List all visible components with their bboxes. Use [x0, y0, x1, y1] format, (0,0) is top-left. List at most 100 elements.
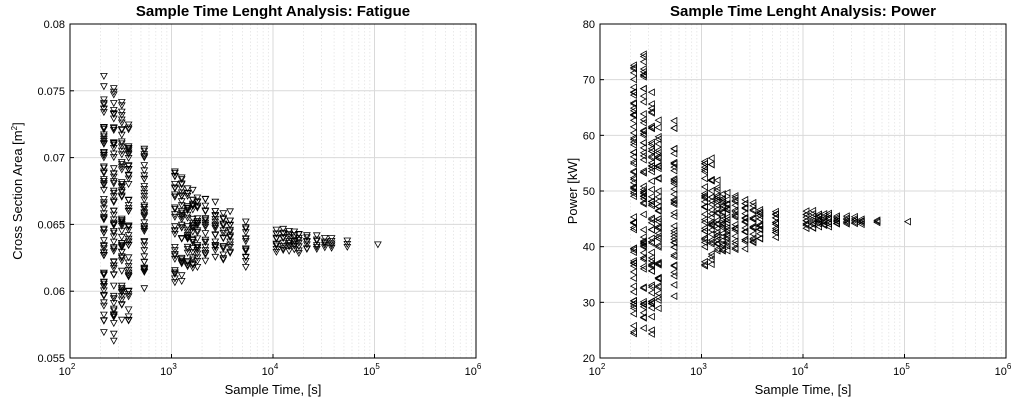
fatigue-data-point [211, 208, 220, 216]
power-data-point [639, 138, 647, 147]
power-data-point [718, 194, 726, 203]
power-data-point [647, 239, 655, 247]
fatigue-data-point [109, 216, 118, 224]
fatigue-data-point [171, 168, 179, 176]
fatigue-data-point [100, 101, 108, 109]
power-data-point [647, 248, 655, 257]
fatigue-data-point [100, 245, 108, 253]
fatigue-data-point [109, 197, 118, 205]
fatigue-data-point [124, 254, 133, 262]
power-data-point [639, 118, 647, 127]
fatigue-data-point [279, 230, 288, 238]
fatigue-data-point [100, 302, 108, 310]
fatigue-data-point [117, 102, 126, 110]
fatigue-x-tick-base: 10 [363, 366, 375, 378]
fatigue-data-point [140, 228, 149, 236]
fatigue-data-point [109, 219, 118, 227]
power-data-point [713, 205, 721, 214]
fatigue-data-point [100, 215, 108, 223]
power-data-point [670, 149, 678, 158]
power-data-point [707, 197, 715, 205]
power-x-tick-base: 10 [690, 366, 702, 378]
power-data-point [629, 282, 637, 290]
power-x-axis-label: Sample Time, [s] [755, 382, 852, 397]
fatigue-data-point [140, 162, 149, 170]
fatigue-data-point [193, 254, 202, 262]
fatigue-data-point [177, 189, 186, 197]
power-data-point [654, 164, 662, 173]
fatigue-data-point [171, 247, 179, 255]
fatigue-data-point [219, 210, 228, 218]
fatigue-data-point [241, 245, 250, 253]
fatigue-data-point [183, 259, 192, 267]
fatigue-data-point [100, 242, 108, 250]
power-data-point [639, 239, 647, 247]
fatigue-data-point [201, 196, 210, 204]
power-data-point [873, 216, 881, 225]
fatigue-x-tick-exponent: 5 [375, 362, 380, 371]
fatigue-x-tick-label: 104 [262, 362, 279, 378]
fatigue-data-point [219, 255, 228, 263]
power-data-point [749, 222, 757, 231]
fatigue-data-point [241, 247, 250, 255]
power-data-point [824, 209, 832, 218]
fatigue-data-point [117, 242, 126, 250]
power-data-point [629, 288, 637, 296]
fatigue-data-point [117, 159, 126, 167]
fatigue-x-tick-exponent: 6 [477, 362, 482, 371]
power-data-point [670, 243, 678, 252]
fatigue-data-point [177, 209, 186, 217]
power-x-tick-base: 10 [893, 366, 905, 378]
fatigue-data-point [109, 207, 118, 215]
fatigue-x-tick-base: 10 [59, 366, 71, 378]
fatigue-data-point [100, 140, 108, 148]
fatigue-data-point [140, 268, 149, 276]
fatigue-data-point [100, 109, 108, 117]
fatigue-data-point [100, 270, 108, 278]
power-x-tick-base: 10 [589, 366, 601, 378]
fatigue-data-point [100, 251, 108, 260]
power-data-point [629, 219, 637, 227]
power-data-point [654, 187, 662, 195]
fatigue-data-point [140, 203, 149, 211]
power-data-point [749, 230, 757, 238]
fatigue-data-point [124, 306, 133, 314]
fatigue-data-point [140, 247, 149, 255]
fatigue-data-point [109, 238, 118, 246]
fatigue-data-point [193, 244, 202, 252]
fatigue-data-point [124, 147, 133, 155]
fatigue-data-point [109, 180, 118, 188]
fatigue-data-point [117, 183, 126, 191]
power-data-point [713, 176, 721, 185]
power-data-point [629, 129, 637, 137]
fatigue-data-point [117, 179, 126, 187]
power-data-point [718, 207, 726, 216]
power-data-point [639, 302, 647, 311]
fatigue-data-point [171, 279, 179, 287]
fatigue-data-point [109, 292, 118, 300]
fatigue-data-point [100, 195, 108, 204]
power-data-point [654, 243, 662, 251]
fatigue-x-axis-label: Sample Time, [s] [225, 382, 322, 397]
fatigue-data-point [171, 255, 179, 263]
fatigue-data-point [124, 287, 133, 295]
power-data-point [707, 186, 715, 195]
fatigue-data-point [140, 213, 149, 221]
fatigue-data-point [117, 253, 126, 261]
fatigue-data-point [109, 295, 118, 303]
fatigue-data-point [109, 299, 118, 308]
fatigue-data-point [109, 88, 118, 96]
power-data-point [756, 234, 764, 243]
power-data-point [700, 210, 708, 219]
power-data-point [654, 234, 662, 243]
fatigue-y-axis-label: Cross Section Area [m2] [10, 122, 25, 259]
fatigue-data-point [327, 242, 336, 250]
power-data-point [713, 191, 721, 200]
fatigue-data-point [211, 216, 220, 224]
fatigue-y-axis-label-text: Cross Section Area [m [10, 130, 25, 259]
fatigue-data-point [327, 244, 336, 252]
power-data-point [654, 229, 662, 238]
fatigue-data-point [117, 286, 126, 294]
fatigue-data-point [327, 237, 336, 245]
fatigue-data-point [211, 242, 220, 250]
